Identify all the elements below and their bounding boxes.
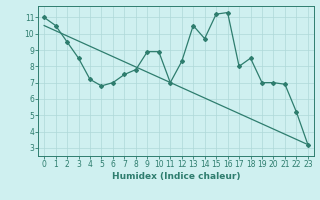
X-axis label: Humidex (Indice chaleur): Humidex (Indice chaleur) (112, 172, 240, 181)
